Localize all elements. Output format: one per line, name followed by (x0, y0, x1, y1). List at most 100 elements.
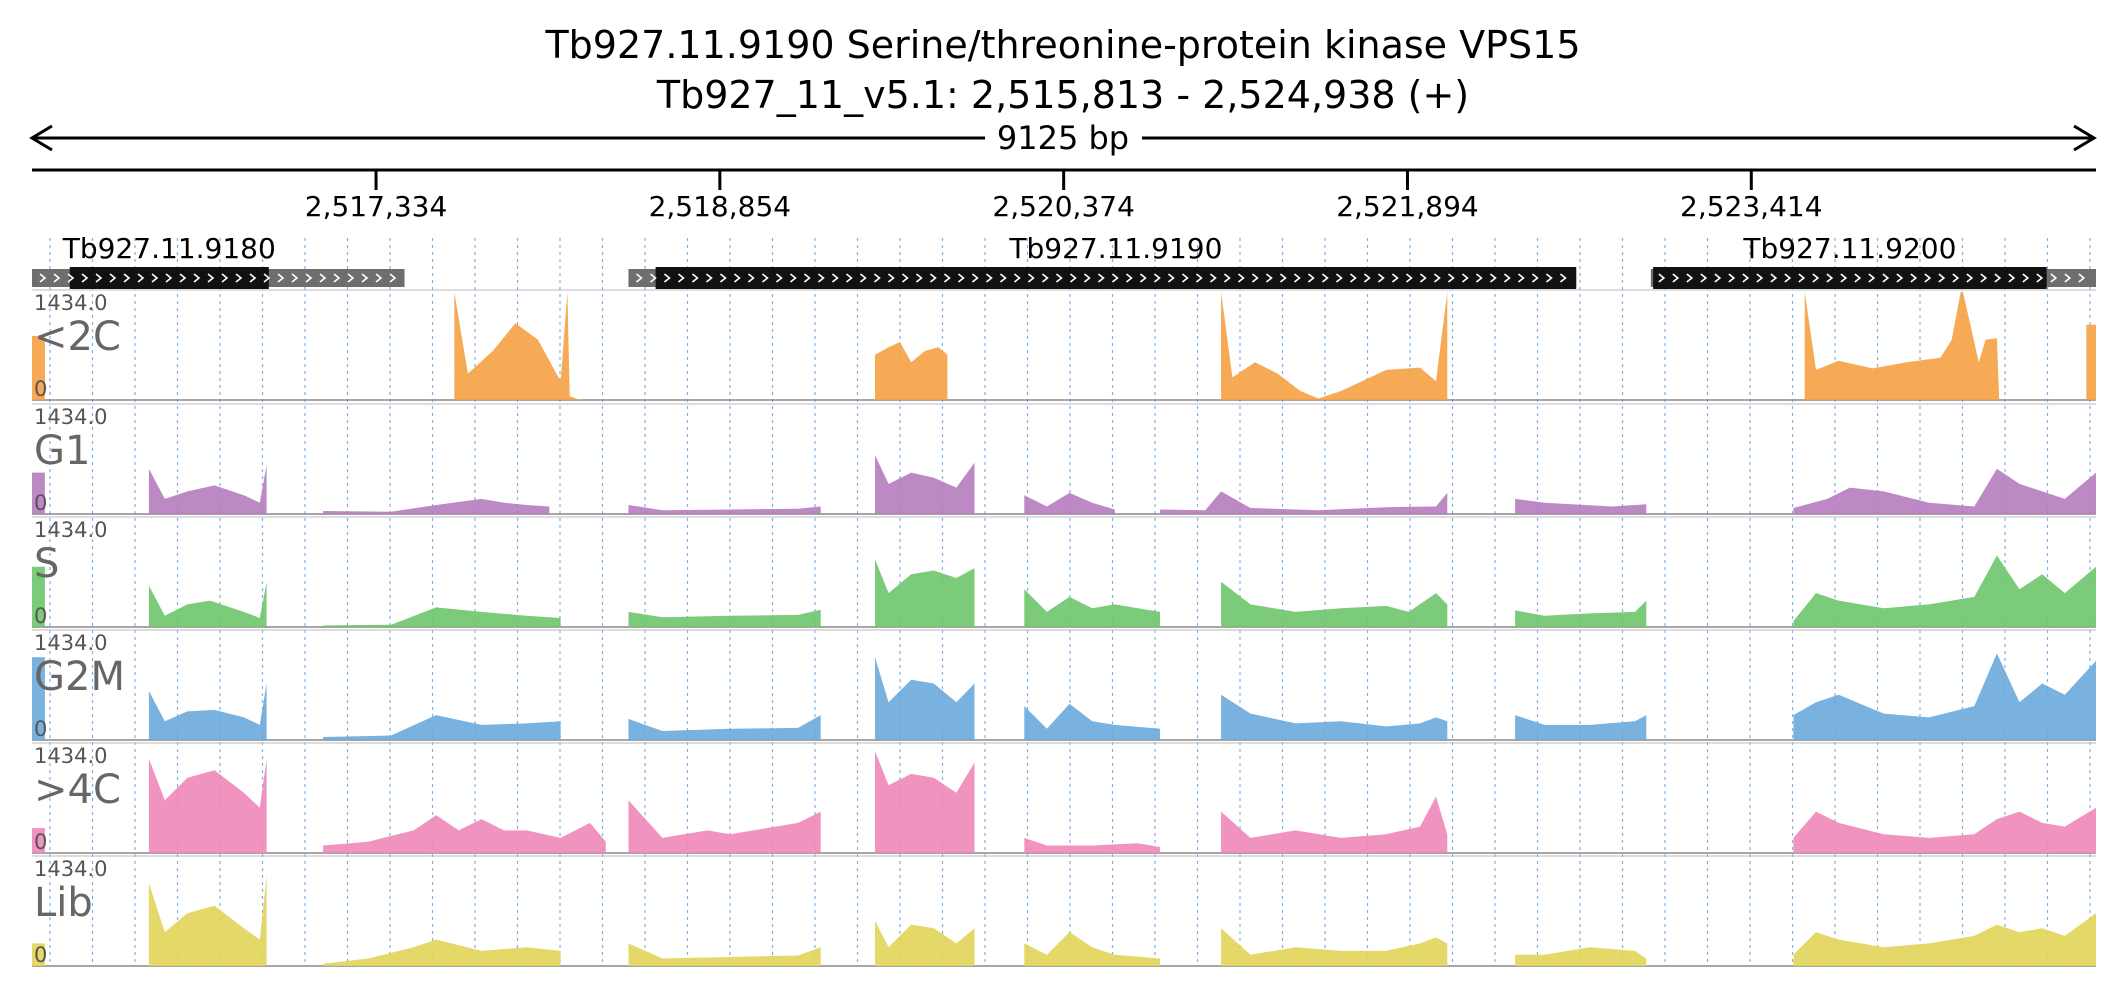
track-lib-coverage (323, 939, 561, 966)
strand-arrow (221, 273, 229, 283)
strand-arrow (2008, 273, 2016, 283)
strand-arrow (831, 273, 839, 283)
strand-arrow (2064, 273, 2072, 283)
strand-arrow (1840, 273, 1848, 283)
strand-arrow (2022, 273, 2030, 283)
track-4c-coverage (1024, 837, 1160, 853)
strand-arrow (1419, 273, 1427, 283)
coverage-tracks: 1434.00<2C1434.00G11434.00S1434.00G2M143… (32, 289, 2096, 967)
track-g2m-coverage (1221, 694, 1448, 740)
track-g2m-coverage (323, 715, 561, 740)
axis-tick-label: 2,518,854 (649, 190, 792, 223)
strand-arrow (705, 273, 713, 283)
track-g2m-coverage (875, 657, 975, 740)
strand-arrow (817, 273, 825, 283)
strand-arrow (761, 273, 769, 283)
track-s-coverage (323, 607, 561, 627)
strand-arrow (1854, 273, 1862, 283)
strand-arrow (1882, 273, 1890, 283)
track-g1-coverage (1024, 492, 1115, 514)
strand-arrow (1293, 273, 1301, 283)
strand-arrow (971, 273, 979, 283)
track-lib: 1434.0 0 Lib (32, 855, 2096, 967)
track-s-label: S (34, 541, 59, 587)
strand-arrow (1658, 273, 1666, 283)
strand-arrow (999, 273, 1007, 283)
axis-tick-label: 2,517,334 (305, 190, 448, 223)
axis-tick-label: 2,523,414 (1680, 190, 1823, 223)
strand-arrow (1517, 273, 1525, 283)
track-2c-coverage (454, 292, 581, 400)
strand-arrow (249, 273, 257, 283)
strand-arrow (1798, 273, 1806, 283)
strand-arrow (1237, 273, 1245, 283)
span-ruler: 9125 bp (29, 119, 2097, 157)
strand-arrow (1433, 273, 1441, 283)
strand-arrow (845, 273, 853, 283)
strand-arrow (347, 273, 355, 283)
track-2c: 1434.0 0 <2C (32, 289, 2096, 401)
strand-arrow (635, 273, 643, 283)
strand-arrow (39, 273, 47, 283)
strand-arrow (1111, 273, 1119, 283)
strand-arrow (109, 273, 117, 283)
strand-arrow (333, 273, 341, 283)
strand-arrow (859, 273, 867, 283)
track-4c-min-label: 0 (34, 830, 47, 854)
track-4c-coverage (875, 751, 975, 853)
track-s-coverage (1515, 600, 1647, 627)
gene-tb927-11-9180-label: Tb927.11.9180 (62, 232, 276, 265)
strand-arrow (887, 273, 895, 283)
track-4c-coverage (32, 828, 45, 853)
strand-arrow (1545, 273, 1553, 283)
track-g1-coverage (1515, 498, 1647, 514)
track-s-coverage (1793, 555, 2096, 627)
track-s: 1434.0 0 S (32, 516, 2096, 628)
strand-arrow (747, 273, 755, 283)
strand-arrow (179, 273, 187, 283)
track-lib-coverage (1793, 913, 2096, 966)
gene-annotation-track: Tb927.11.9180 Tb927.11.9190 Tb927.11.9200 (32, 232, 2096, 289)
track-g2m-coverage (1024, 703, 1160, 740)
strand-arrow (1125, 273, 1133, 283)
track-lib-coverage (32, 943, 45, 966)
track-4c: 1434.0 0 >4C (32, 742, 2096, 854)
strand-arrow (1447, 273, 1455, 283)
track-s-min-label: 0 (34, 604, 47, 628)
strand-arrow (1952, 273, 1960, 283)
strand-arrow (277, 273, 285, 283)
track-g1-coverage (628, 505, 821, 514)
strand-arrow (1756, 273, 1764, 283)
strand-arrow (775, 273, 783, 283)
track-g1-coverage (1160, 491, 1448, 514)
span-ruler-right-arrowhead (2073, 124, 2097, 152)
track-lib-coverage (1024, 932, 1160, 966)
track-g1-coverage (148, 465, 267, 514)
strand-arrow (649, 273, 657, 283)
strand-arrow (361, 273, 369, 283)
track-g1-min-label: 0 (34, 491, 47, 515)
coordinate-ticks: 2,517,334 2,518,854 2,520,374 2,521,894 2,52… (305, 170, 1823, 223)
span-ruler-left-arrowhead (29, 124, 53, 152)
track-g1-coverage (323, 498, 550, 514)
track-4c-label: >4C (34, 767, 121, 813)
strand-arrow (1167, 273, 1175, 283)
chart-subtitle: Tb927_11_v5.1: 2,515,813 - 2,524,938 (+) (656, 73, 1469, 117)
strand-arrow (1209, 273, 1217, 283)
gene-tb927-11-9190-label: Tb927.11.9190 (1008, 232, 1222, 265)
track-g2m-coverage (628, 715, 821, 740)
track-g1-coverage (875, 455, 975, 514)
track-4c-coverage (148, 758, 267, 853)
strand-arrow (1559, 273, 1567, 283)
track-4c-max-label: 1434.0 (34, 744, 107, 768)
track-2c-coverage (1318, 292, 1448, 400)
track-lib-coverage (875, 920, 975, 966)
strand-arrow (1069, 273, 1077, 283)
strand-arrow (789, 273, 797, 283)
span-label: 9125 bp (997, 119, 1129, 157)
track-s-max-label: 1434.0 (34, 518, 107, 542)
track-g1-max-label: 1434.0 (34, 405, 107, 429)
strand-arrow (1321, 273, 1329, 283)
strand-arrow (1672, 273, 1680, 283)
